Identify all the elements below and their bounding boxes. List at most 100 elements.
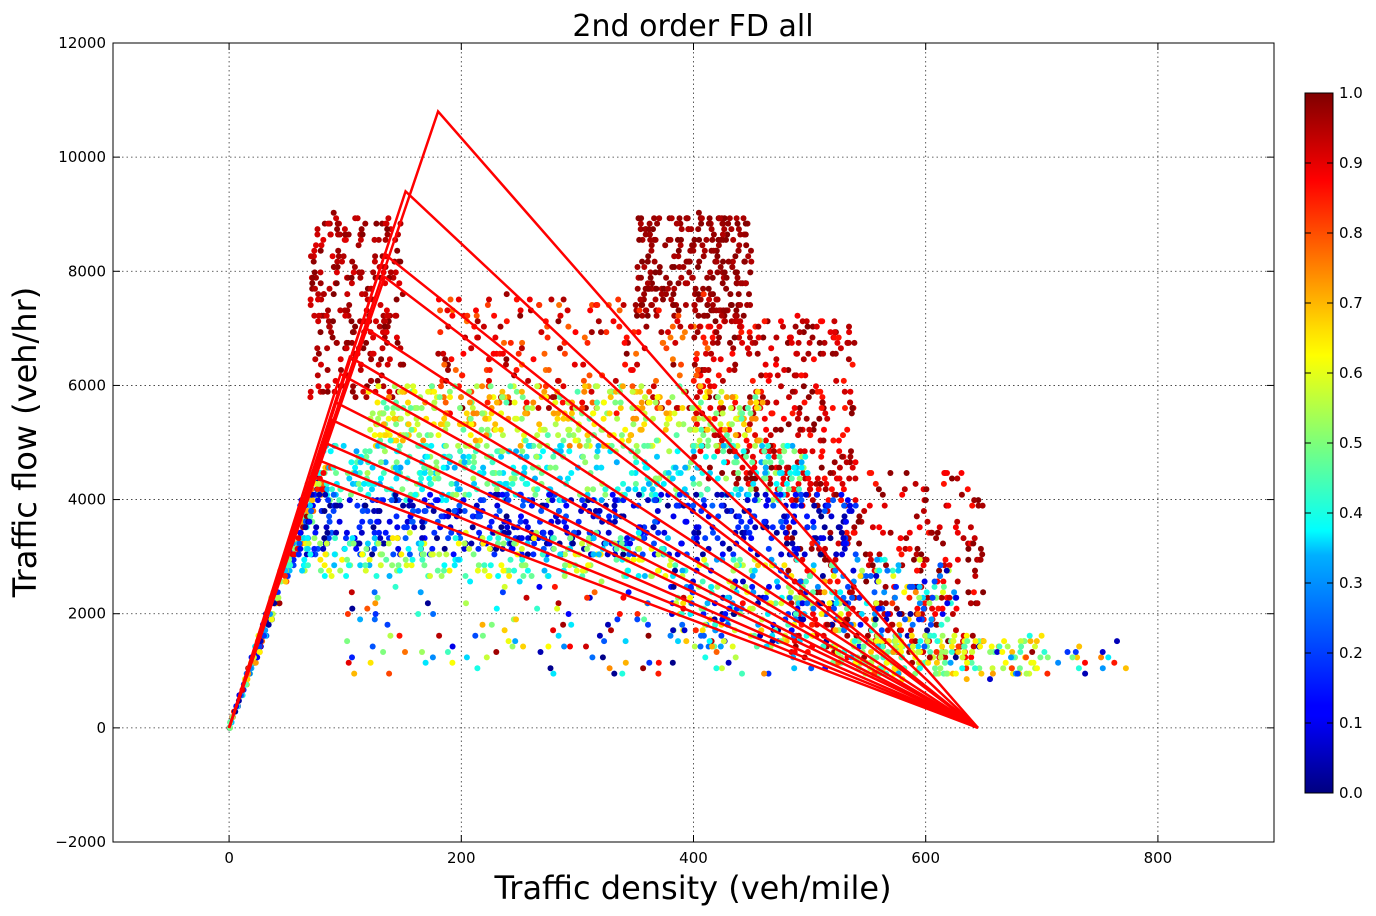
scatter-point	[635, 329, 642, 336]
scatter-point	[693, 350, 700, 357]
scatter-point	[736, 242, 743, 249]
scatter-point	[726, 426, 733, 433]
scatter-point	[796, 405, 803, 411]
scatter-point	[660, 339, 667, 346]
scatter-point	[296, 540, 303, 547]
scatter-point	[714, 475, 721, 482]
scatter-point	[523, 594, 530, 601]
scatter-point	[692, 426, 699, 433]
scatter-point	[498, 453, 505, 460]
scatter-point	[695, 226, 702, 233]
scatter-point	[451, 508, 458, 514]
scatter-point	[646, 399, 653, 406]
scatter-point	[844, 339, 851, 346]
scatter-point	[630, 556, 637, 563]
scatter-point	[666, 280, 673, 287]
scatter-point	[306, 518, 313, 525]
scatter-point	[557, 551, 564, 558]
scatter-point	[747, 518, 754, 525]
scatter-point	[738, 415, 745, 422]
scatter-point	[544, 334, 551, 341]
scatter-point	[852, 475, 859, 482]
scatter-point	[530, 551, 537, 558]
scatter-point	[940, 589, 946, 596]
scatter-point	[999, 649, 1006, 655]
scatter-point	[817, 480, 824, 487]
scatter-point	[719, 540, 726, 547]
scatter-point	[466, 399, 473, 406]
scatter-point	[393, 421, 400, 428]
scatter-point	[824, 621, 831, 628]
scatter-point	[328, 329, 335, 336]
scatter-point	[897, 643, 904, 650]
scatter-point	[415, 508, 422, 514]
scatter-point	[484, 302, 491, 308]
scatter-point	[389, 535, 396, 542]
scatter-point	[916, 594, 923, 601]
scatter-point	[502, 480, 509, 487]
scatter-point	[419, 518, 426, 525]
scatter-point	[821, 589, 828, 596]
scatter-point	[282, 578, 289, 585]
scatter-point	[653, 312, 660, 319]
scatter-point	[735, 475, 742, 482]
scatter-point	[492, 426, 499, 433]
scatter-point	[650, 394, 657, 401]
scatter-point	[345, 562, 352, 569]
scatter-point	[845, 583, 851, 590]
scatter-point	[574, 388, 581, 395]
scatter-point	[785, 486, 792, 493]
scatter-point	[561, 350, 568, 357]
scatter-point	[636, 236, 643, 243]
scatter-point	[776, 448, 783, 455]
scatter-point	[320, 388, 327, 395]
scatter-point	[732, 432, 739, 439]
scatter-point	[731, 367, 738, 373]
scatter-point	[681, 627, 688, 634]
scatter-point	[653, 285, 660, 292]
scatter-point	[627, 540, 634, 547]
scatter-point	[363, 545, 370, 552]
scatter-point	[369, 486, 375, 493]
scatter-point	[809, 334, 816, 341]
scatter-point	[1064, 649, 1071, 655]
scatter-point	[330, 291, 337, 298]
scatter-point	[550, 545, 557, 552]
scatter-point	[915, 643, 922, 650]
scatter-point	[394, 247, 401, 254]
scatter-point	[753, 405, 760, 411]
scatter-point	[689, 242, 696, 249]
scatter-point	[646, 231, 653, 238]
scatter-point	[714, 339, 721, 346]
scatter-point	[702, 453, 709, 460]
scatter-point	[395, 545, 402, 552]
scatter-point	[348, 280, 355, 287]
scatter-point	[723, 475, 730, 482]
scatter-point	[745, 426, 752, 433]
scatter-point	[327, 502, 334, 509]
scatter-point	[525, 377, 532, 384]
scatter-point	[325, 220, 332, 227]
scatter-point	[621, 339, 628, 346]
scatter-point	[852, 497, 859, 504]
scatter-point	[805, 475, 812, 482]
scatter-point	[323, 524, 330, 531]
scatter-point	[861, 508, 868, 514]
scatter-point	[682, 464, 689, 471]
scatter-point	[693, 372, 700, 379]
scatter-point	[788, 475, 795, 482]
scatter-point	[500, 567, 507, 574]
scatter-point	[976, 665, 983, 672]
scatter-point	[909, 621, 916, 628]
scatter-point	[444, 649, 451, 655]
scatter-point	[678, 274, 685, 281]
scatter-point	[840, 535, 847, 542]
scatter-point	[397, 258, 404, 265]
scatter-point	[810, 605, 817, 612]
scatter-point	[655, 551, 662, 558]
scatter-point	[942, 659, 949, 666]
scatter-point	[674, 551, 681, 558]
scatter-point	[532, 491, 539, 498]
scatter-point	[1034, 665, 1040, 672]
scatter-point	[714, 253, 721, 260]
